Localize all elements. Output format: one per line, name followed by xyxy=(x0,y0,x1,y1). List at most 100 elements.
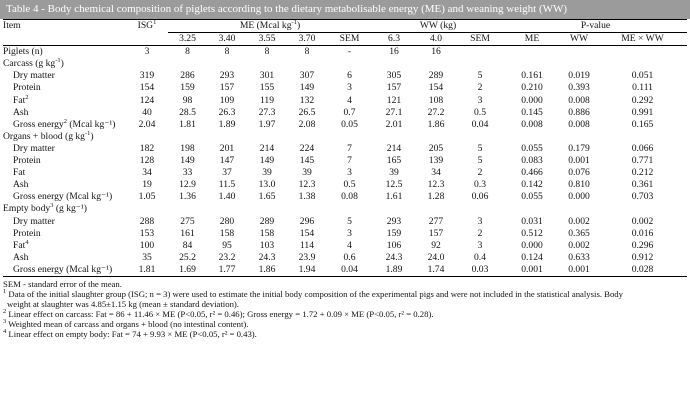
row-label: Dry matter xyxy=(13,215,55,227)
table-cell: 119 xyxy=(259,94,275,106)
table-cell: 0.886 xyxy=(568,106,590,118)
table-cell: 27.3 xyxy=(258,106,276,118)
table-cell: 182 xyxy=(139,142,155,154)
table-cell: 0.771 xyxy=(631,155,654,167)
table-cell: 1.36 xyxy=(179,191,196,203)
table-cell: 3 xyxy=(477,94,483,106)
table-cell: 1.61 xyxy=(385,191,403,203)
table-cell: 0.365 xyxy=(568,227,590,239)
item-header: Item xyxy=(3,18,126,33)
note-2: 2 Linear effect on carcass: Fat = 86 + 1… xyxy=(3,308,434,320)
table-cell: 8 xyxy=(224,46,230,58)
row-label: Fat xyxy=(13,167,26,179)
table-cell: 1.97 xyxy=(258,118,276,130)
row-label: Protein xyxy=(13,155,41,167)
ww-group-header: WW (kg) xyxy=(372,18,504,34)
table-cell: 33 xyxy=(182,167,193,179)
table-row: Dry matter 182 198 201 214 224 7 214 205 5 0.055 0.… xyxy=(3,143,687,155)
table-cell: 16 xyxy=(431,46,441,58)
table-cell: 0.512 xyxy=(521,227,543,239)
table-cell: 0.008 xyxy=(568,94,590,106)
table-cell: 165 xyxy=(386,155,402,167)
table-cell: 3 xyxy=(347,167,352,179)
table-cell: 158 xyxy=(259,227,275,239)
table-cell: 0.002 xyxy=(568,239,590,251)
table-cell: 3 xyxy=(347,227,352,239)
row-label: Dry matter xyxy=(13,70,55,82)
section-header-row: Organs + blood (g kg-1) xyxy=(3,130,687,143)
table-cell: 0.05 xyxy=(341,118,358,130)
table-cell: 0.991 xyxy=(631,106,654,118)
me-level-header: 3.70 xyxy=(287,32,327,47)
row-label: Protein xyxy=(13,227,41,239)
table-cell: 8 xyxy=(185,46,190,58)
table-cell: 121 xyxy=(386,94,402,106)
table-cell: 100 xyxy=(139,239,155,251)
table-cell: 0.076 xyxy=(568,167,590,179)
note-sem: SEM - standard error of the mean. xyxy=(3,278,122,289)
row-label: Dry matter xyxy=(13,142,55,154)
table-cell: 147 xyxy=(219,155,235,167)
pvalue-me-header: ME xyxy=(504,32,560,47)
table-cell: - xyxy=(347,46,352,58)
table-cell: 1.86 xyxy=(427,118,445,130)
table-cell: 0.179 xyxy=(568,142,590,154)
table-row: Fat2 124 98 109 119 132 4 121 108 3 0.000 0.008 0.29… xyxy=(3,93,687,107)
note-3: 3 Weighted mean of carcass and organs + … xyxy=(3,318,249,330)
table-cell: 109 xyxy=(219,94,235,106)
table-cell: 5 xyxy=(347,215,352,227)
table-cell: 1.28 xyxy=(427,191,445,203)
table-cell: 103 xyxy=(259,239,275,251)
table-cell: 149 xyxy=(299,82,315,94)
table-row: Dry matter 288 275 280 289 296 5 293 277 3 0.031 0.… xyxy=(3,216,687,228)
table-cell: 106 xyxy=(386,239,402,251)
table-cell: 92 xyxy=(431,239,441,251)
table-cell: 1.38 xyxy=(298,191,316,203)
table-cell: 16 xyxy=(389,46,399,58)
table-cell: 0.016 xyxy=(631,227,654,239)
table-cell: 149 xyxy=(180,155,195,167)
table-cell: 0.296 xyxy=(631,239,654,251)
table-cell: 39 xyxy=(262,167,272,179)
table-cell: 1.81 xyxy=(126,263,168,277)
table-cell: 201 xyxy=(219,142,235,154)
table-cell: 0.212 xyxy=(631,167,654,179)
table-cell: 293 xyxy=(219,70,235,82)
table-cell: 0.124 xyxy=(521,251,543,263)
table-cell: 1.40 xyxy=(218,191,236,203)
table-row: Dry matter 319 286 293 301 307 6 305 289 5 0.161 0.… xyxy=(3,70,687,82)
section-title: Carcass (g kg-1) xyxy=(3,57,64,70)
table-cell: 114 xyxy=(299,239,315,251)
table-cell: 6 xyxy=(347,70,352,82)
table-row: Ash 35 25.2 23.2 24.3 23.9 0.6 24.3 24.0 0.4 0.124… xyxy=(3,252,687,264)
table-cell: 0.04 xyxy=(471,118,489,130)
table-cell: 84 xyxy=(182,239,193,251)
table-cell: 28.5 xyxy=(179,106,196,118)
table-cell: 0.5 xyxy=(343,179,356,191)
table-cell: 24.3 xyxy=(258,251,276,263)
table-cell: 1.05 xyxy=(138,191,156,203)
table-cell: 224 xyxy=(299,142,315,154)
table-cell: 0.000 xyxy=(568,191,590,203)
row-label: Gross energy (Mcal kg⁻¹) xyxy=(3,263,126,277)
table-cell: 12.3 xyxy=(427,179,445,191)
table-cell: 0.7 xyxy=(343,106,356,118)
table-cell: 5 xyxy=(477,155,483,167)
table-cell: 0.810 xyxy=(568,179,590,191)
table-cell: 1.74 xyxy=(416,263,456,277)
table-cell: 37 xyxy=(222,167,232,179)
table-cell: 128 xyxy=(139,155,155,167)
row-label: Gross energy2 (Mcal kg⁻¹) xyxy=(13,117,116,130)
table-cell: 7 xyxy=(347,142,352,154)
table-cell: 0.703 xyxy=(631,191,654,203)
row-label: Fat2 xyxy=(13,93,29,106)
table-cell: 12.5 xyxy=(385,179,403,191)
table-cell: 0.210 xyxy=(521,82,543,94)
table-cell: 0.04 xyxy=(327,263,372,277)
note-1: 1 Data of the initial slaughter group (I… xyxy=(3,288,623,300)
ww-level-header: 6.3 xyxy=(372,32,416,47)
table-cell: 0.051 xyxy=(631,70,654,82)
table-cell: 0.5 xyxy=(474,106,486,118)
table-cell: 0.008 xyxy=(521,118,543,130)
table-cell: 3 xyxy=(144,46,150,58)
